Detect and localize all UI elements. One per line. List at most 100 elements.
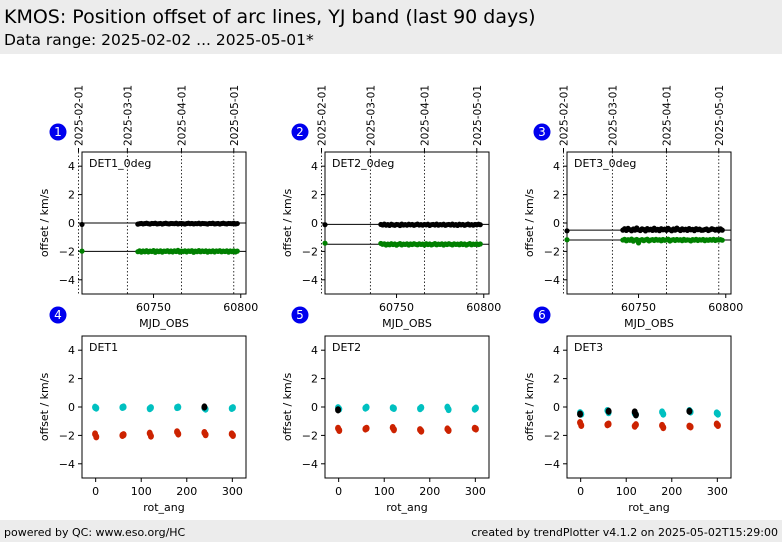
page-footer: powered by QC: www.eso.org/HC created by… xyxy=(0,520,782,542)
x-tick-label: 60750 xyxy=(379,301,414,314)
panel-badge xyxy=(533,123,551,141)
x-axis-label: rot_ang xyxy=(143,501,185,514)
y-tick-label: 4 xyxy=(68,344,75,357)
x-tick-label: 100 xyxy=(374,485,395,498)
x-tick-label: 300 xyxy=(707,485,728,498)
data-point xyxy=(120,403,127,411)
data-point xyxy=(79,221,85,228)
y-tick-label: 0 xyxy=(311,217,318,230)
y-tick-label: 4 xyxy=(553,160,560,173)
data-point xyxy=(445,405,452,414)
y-tick-label: 0 xyxy=(311,401,318,414)
x-axis-label: rot_ang xyxy=(386,501,428,514)
panel-badge xyxy=(49,306,67,324)
chart-panel-1: 1 2025-02-01 2025-03-01 2025-04-01 2025-05-0… xyxy=(38,85,258,330)
chart-panel-6: 6 4 2 0 −2 −4 0 100 200 300 rot_ang offset / km/s DE… xyxy=(523,306,732,514)
x-axis-label: MJD_OBS xyxy=(624,317,674,330)
x-tick-label: 60800 xyxy=(223,301,258,314)
chart-panel-5: 5 4 2 0 −2 −4 0 100 200 300 rot_ang offset / km/s DE… xyxy=(281,306,490,514)
x-tick-label: 300 xyxy=(465,485,486,498)
data-point xyxy=(147,432,154,440)
panel-badge-number: 1 xyxy=(54,125,62,139)
data-point xyxy=(660,423,667,432)
data-point xyxy=(229,431,236,439)
y-tick-label: 2 xyxy=(68,189,75,202)
data-point xyxy=(201,403,208,411)
data-point xyxy=(93,404,100,412)
x-axis-label: MJD_OBS xyxy=(382,317,432,330)
page-subtitle: Data range: 2025-02-02 ... 2025-05-01* xyxy=(4,31,314,49)
y-axis-label: offset / km/s xyxy=(281,373,294,442)
y-tick-label: 4 xyxy=(553,344,560,357)
y-tick-label: −2 xyxy=(544,245,560,258)
x-tick-label: 60800 xyxy=(466,301,501,314)
chart-panel-3: 3 2025-02-01 2025-03-01 2025-04-01 2025-05-0… xyxy=(523,85,743,330)
x-tick-label: 300 xyxy=(222,485,243,498)
panel-badge-number: 2 xyxy=(296,125,304,139)
panel-badge-number: 6 xyxy=(538,308,546,322)
y-tick-label: −4 xyxy=(302,274,318,287)
date-tick-label: 2025-03-01 xyxy=(365,85,377,146)
data-point xyxy=(632,411,639,419)
y-tick-label: 2 xyxy=(553,373,560,386)
x-tick-label: 200 xyxy=(419,485,440,498)
y-axis-label: offset / km/s xyxy=(523,189,536,258)
x-tick-label: 200 xyxy=(661,485,682,498)
data-point xyxy=(335,406,342,414)
panel-label: DET1 xyxy=(89,341,118,354)
y-tick-label: −2 xyxy=(544,429,560,442)
data-point xyxy=(564,237,570,243)
data-point xyxy=(234,220,240,227)
panel-badge xyxy=(291,306,309,324)
y-tick-label: 4 xyxy=(311,160,318,173)
data-point xyxy=(79,248,85,254)
footer-created: created by trendPlotter v4.1.2 on 2025-0… xyxy=(471,526,778,539)
panel-label: DET2 xyxy=(332,341,361,354)
data-point xyxy=(322,222,328,228)
y-axis-label: offset / km/s xyxy=(38,189,51,258)
x-tick-label: 200 xyxy=(176,485,197,498)
data-point xyxy=(175,403,182,411)
y-tick-label: 2 xyxy=(311,189,318,202)
panel-label: DET3 xyxy=(574,341,603,354)
page-header: KMOS: Position offset of arc lines, YJ b… xyxy=(0,0,782,54)
data-point xyxy=(686,407,693,415)
data-point xyxy=(390,426,397,434)
y-axis-label: offset / km/s xyxy=(281,189,294,258)
date-tick-label: 2025-03-01 xyxy=(122,85,134,146)
data-point xyxy=(719,237,725,243)
data-point xyxy=(477,241,483,247)
data-point xyxy=(472,404,479,412)
x-tick-label: 60800 xyxy=(708,301,743,314)
data-point xyxy=(322,240,328,246)
x-axis-label: rot_ang xyxy=(628,501,670,514)
data-point xyxy=(229,404,236,412)
panel-badge xyxy=(533,306,551,324)
plot-frame xyxy=(81,335,247,479)
panel-label: DET3_0deg xyxy=(574,157,636,170)
data-point xyxy=(477,222,483,228)
data-point xyxy=(363,424,370,432)
date-tick-label: 2025-04-01 xyxy=(419,85,431,146)
data-point xyxy=(660,410,667,418)
date-tick-label: 2025-05-01 xyxy=(472,85,484,146)
y-tick-label: −2 xyxy=(302,429,318,442)
data-point xyxy=(336,426,343,435)
x-tick-label: 100 xyxy=(616,485,637,498)
data-point xyxy=(605,407,612,415)
panel-badge xyxy=(49,123,67,141)
y-tick-label: −4 xyxy=(59,274,75,287)
x-tick-label: 0 xyxy=(92,485,99,498)
plot-frame xyxy=(324,335,490,479)
data-point xyxy=(445,426,452,435)
data-point xyxy=(147,404,154,412)
y-tick-label: 0 xyxy=(553,217,560,230)
date-tick-label: 2025-02-01 xyxy=(74,85,86,146)
data-point xyxy=(714,410,721,418)
y-tick-label: −4 xyxy=(544,274,560,287)
data-point xyxy=(472,425,479,433)
data-point xyxy=(390,404,397,413)
panel-badge xyxy=(291,123,309,141)
y-tick-label: 0 xyxy=(68,401,75,414)
y-tick-label: −2 xyxy=(59,429,75,442)
